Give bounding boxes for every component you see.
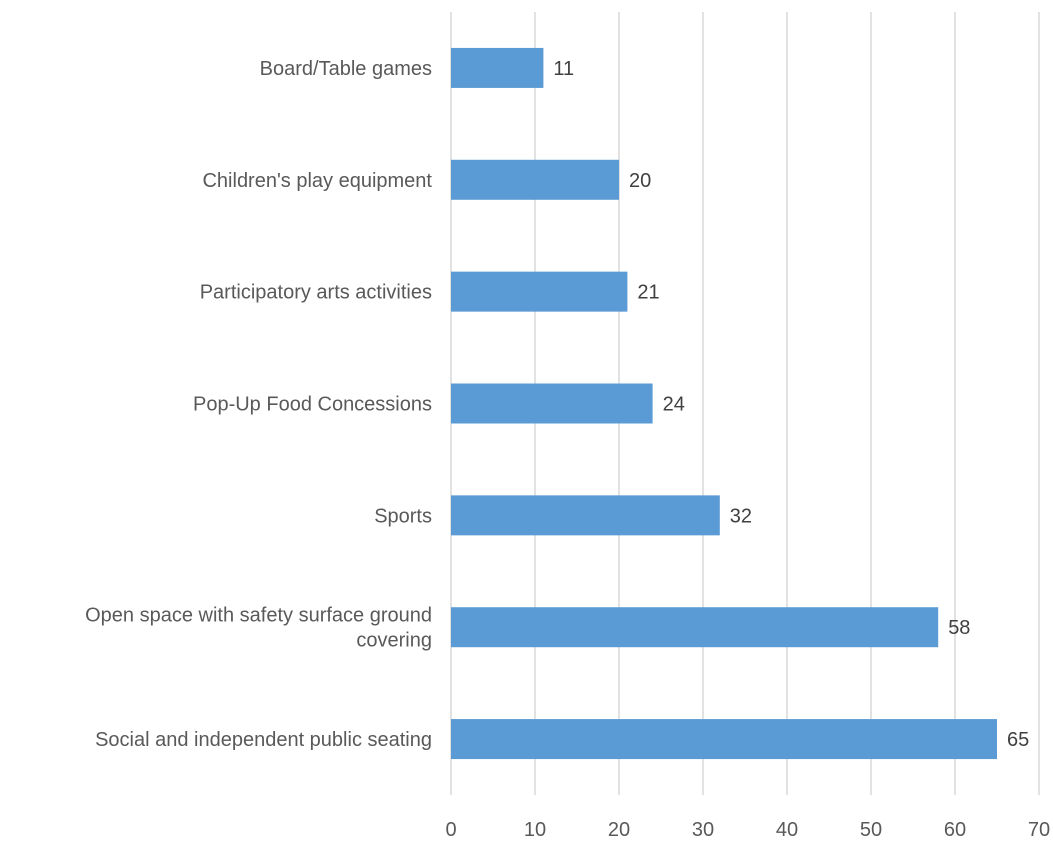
x-tick-label: 30 <box>692 819 714 841</box>
category-labels: Board/Table games Children's play equipme… <box>85 58 432 751</box>
category-label: Sports <box>374 505 432 527</box>
category-label-line: Open space with safety surface ground <box>85 605 432 627</box>
category-label: Board/Table games <box>260 58 432 80</box>
category-label-line: Participatory arts activities <box>200 282 432 304</box>
bars <box>451 47 997 760</box>
data-label: 58 <box>948 617 970 639</box>
category-label-line: Children's play equipment <box>202 170 432 192</box>
category-label-line: Social and independent public seating <box>95 729 432 751</box>
category-label-line: Sports <box>374 505 432 527</box>
data-label: 24 <box>663 394 685 416</box>
data-label: 11 <box>553 58 574 80</box>
data-label: 32 <box>730 505 752 527</box>
x-tick-label: 70 <box>1028 819 1050 841</box>
category-label-line: Board/Table games <box>260 58 432 80</box>
category-label: Participatory arts activities <box>200 282 432 304</box>
x-tick-label: 40 <box>776 819 798 841</box>
bar <box>451 47 544 88</box>
x-axis-ticks: 0 10 20 30 40 50 60 70 <box>445 819 1050 841</box>
data-labels: 11 20 21 24 32 58 65 <box>553 58 1029 751</box>
data-label: 20 <box>629 170 651 192</box>
x-tick-label: 50 <box>860 819 882 841</box>
bar <box>451 495 720 536</box>
data-label: 65 <box>1007 729 1029 751</box>
x-tick-label: 10 <box>524 819 546 841</box>
bar <box>451 607 939 648</box>
bar <box>451 383 653 424</box>
x-tick-label: 60 <box>944 819 966 841</box>
x-tick-label: 0 <box>445 819 456 841</box>
data-label: 21 <box>637 282 659 304</box>
x-tick-label: 20 <box>608 819 630 841</box>
category-label: Pop-Up Food Concessions <box>193 394 432 416</box>
category-label-line: Pop-Up Food Concessions <box>193 394 432 416</box>
bar <box>451 271 628 312</box>
category-label: Open space with safety surface ground cov… <box>85 605 432 652</box>
category-label-line: covering <box>356 630 432 652</box>
category-label: Social and independent public seating <box>95 729 432 751</box>
category-label: Children's play equipment <box>202 170 432 192</box>
bar <box>451 719 997 760</box>
bar <box>451 159 619 200</box>
